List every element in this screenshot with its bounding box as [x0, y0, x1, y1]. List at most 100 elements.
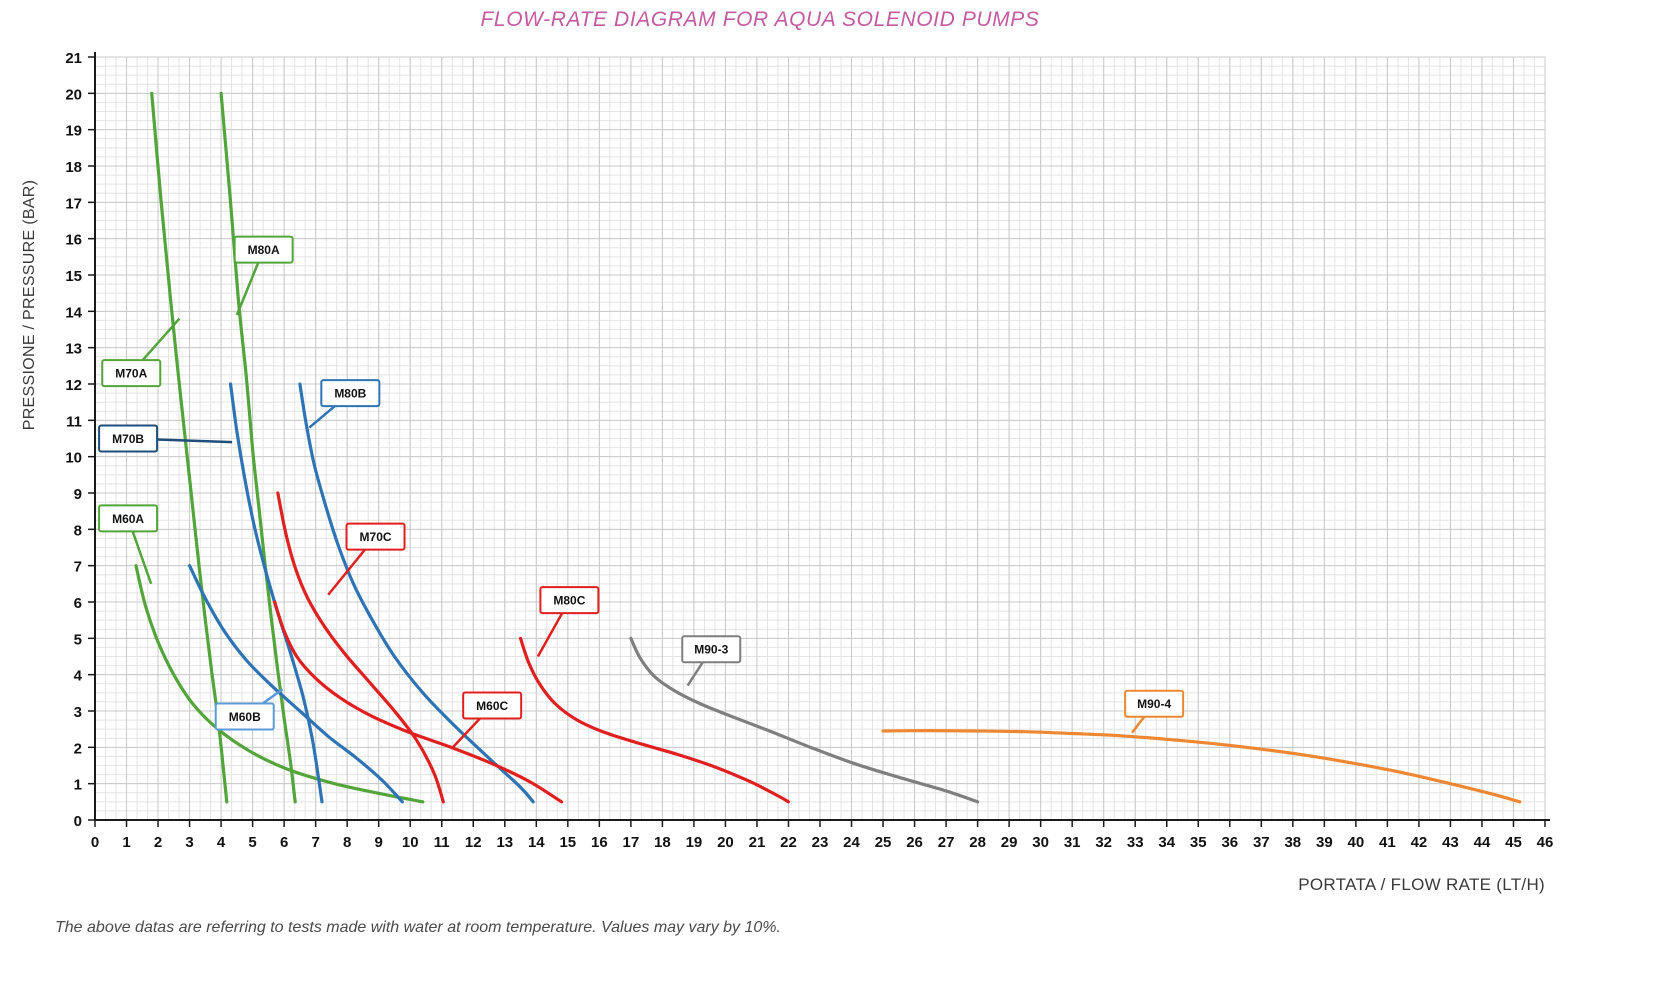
curve-M80B: [298, 382, 535, 804]
curve-M90-3: [629, 636, 980, 804]
y-tick-label: 6: [74, 595, 82, 612]
curve-M70C: [276, 491, 445, 804]
callout-label-M70B: M70B: [112, 432, 144, 446]
x-tick-label: 4: [217, 834, 226, 851]
y-tick-label: 18: [65, 159, 82, 176]
y-tick-label: 14: [65, 304, 82, 321]
x-tick-label: 10: [402, 834, 419, 851]
chart-layers: 0 1 2 3 4 5 6 7 8 9 10 11 12 13 14 15 16 17 18 19 20 21 22 23 24…: [65, 50, 1553, 851]
x-tick-label: 5: [248, 834, 256, 851]
x-tick-label: 1: [122, 834, 130, 851]
x-tick-label: 15: [559, 834, 576, 851]
x-tick-label: 34: [1158, 834, 1175, 851]
x-tick-label: 28: [969, 834, 986, 851]
curve-M60B: [187, 564, 404, 804]
y-tick-label: 3: [74, 704, 82, 721]
y-tick-label: 15: [65, 268, 82, 285]
callout-M80C: M80C: [536, 586, 600, 658]
footnote-text: The above datas are referring to tests m…: [55, 919, 781, 936]
callout-M90-3: M90-3: [681, 635, 742, 687]
x-tick-label: 17: [623, 834, 640, 851]
x-tick-label: 7: [311, 834, 319, 851]
y-tick-label: 20: [65, 86, 82, 103]
x-tick-label: 45: [1505, 834, 1522, 851]
curve-M60C: [273, 600, 564, 804]
x-tick-label: 3: [185, 834, 193, 851]
callout-label-M70A: M70A: [115, 367, 147, 381]
x-tick-label: 25: [875, 834, 892, 851]
x-tick-label: 20: [717, 834, 734, 851]
x-tick-label: 19: [686, 834, 703, 851]
x-tick-label: 22: [780, 834, 797, 851]
callout-label-M60C: M60C: [476, 699, 508, 713]
callout-M60C: M60C: [451, 691, 523, 749]
x-tick-label: 39: [1316, 834, 1333, 851]
y-tick-label: 8: [74, 522, 82, 539]
x-tick-label: 14: [528, 834, 545, 851]
chart-title: FLOW-RATE DIAGRAM FOR AQUA SOLENOID PUMP…: [481, 8, 1040, 31]
x-tick-label: 36: [1221, 834, 1238, 851]
callout-M60A: M60A: [98, 504, 159, 585]
x-tick-label: 43: [1442, 834, 1459, 851]
y-tick-label: 5: [74, 631, 82, 648]
x-tick-label: 27: [938, 834, 955, 851]
callout-M70C: M70C: [327, 522, 406, 596]
callout-M60B: M60B: [214, 688, 284, 731]
x-tick-label: 37: [1253, 834, 1270, 851]
x-tick-label: 33: [1127, 834, 1144, 851]
y-tick-label: 9: [74, 486, 82, 503]
x-tick-label: 8: [343, 834, 351, 851]
x-tick-label: 30: [1032, 834, 1049, 851]
callout-label-M80A: M80A: [248, 243, 280, 257]
y-tick-label: 19: [65, 123, 82, 140]
x-tick-label: 13: [496, 834, 513, 851]
axis-lines: [94, 52, 1550, 821]
x-tick-label: 26: [906, 834, 923, 851]
x-tick-label: 29: [1001, 834, 1018, 851]
y-tick-label: 0: [74, 813, 82, 830]
y-tick-label: 10: [65, 450, 82, 467]
y-tick-label: 1: [74, 777, 82, 794]
callout-label-M60B: M60B: [229, 710, 261, 724]
y-axis-title: PRESSIONE / PRESSURE (BAR): [21, 180, 38, 431]
callout-M80B: M80B: [308, 379, 381, 429]
callout-label-M90-4: M90-4: [1137, 697, 1171, 711]
callout-label-M70C: M70C: [360, 530, 392, 544]
x-tick-label: 42: [1411, 834, 1428, 851]
x-tick-label: 16: [591, 834, 608, 851]
callout-M70A: M70A: [101, 317, 181, 388]
y-tick-label: 2: [74, 740, 82, 757]
x-tick-label: 11: [434, 834, 450, 851]
callout-label-M60A: M60A: [112, 512, 144, 526]
x-tick-label: 9: [375, 834, 383, 851]
x-tick-label: 46: [1537, 834, 1554, 851]
y-tick-label: 16: [65, 232, 82, 249]
callout-M70B: M70B: [98, 424, 233, 453]
callout-label-M90-3: M90-3: [694, 643, 728, 657]
x-tick-label: 38: [1284, 834, 1301, 851]
curve-M80C: [518, 636, 791, 804]
x-tick-label: 35: [1190, 834, 1207, 851]
y-tick-label: 7: [74, 559, 82, 576]
callout-M80A: M80A: [233, 235, 294, 316]
x-tick-label: 41: [1379, 834, 1396, 851]
y-tick-label: 21: [65, 50, 82, 67]
x-tick-label: 21: [749, 834, 766, 851]
x-tick-label: 2: [154, 834, 162, 851]
y-tick-label: 11: [66, 413, 82, 430]
callout-M90-4: M90-4: [1124, 689, 1185, 734]
x-tick-label: 44: [1474, 834, 1491, 851]
y-tick-label: 13: [65, 341, 82, 358]
x-tick-label: 31: [1064, 834, 1081, 851]
y-tick-label: 4: [74, 668, 83, 685]
x-tick-label: 12: [465, 834, 482, 851]
x-tick-label: 0: [91, 834, 99, 851]
x-tick-label: 23: [812, 834, 829, 851]
tick-labels: 0 1 2 3 4 5 6 7 8 9 10 11 12 13 14 15 16 17 18 19 20 21 22 23 24…: [65, 50, 1553, 851]
y-tick-label: 12: [65, 377, 82, 394]
callout-label-M80B: M80B: [334, 387, 366, 401]
x-tick-label: 24: [843, 834, 860, 851]
x-tick-label: 40: [1348, 834, 1365, 851]
